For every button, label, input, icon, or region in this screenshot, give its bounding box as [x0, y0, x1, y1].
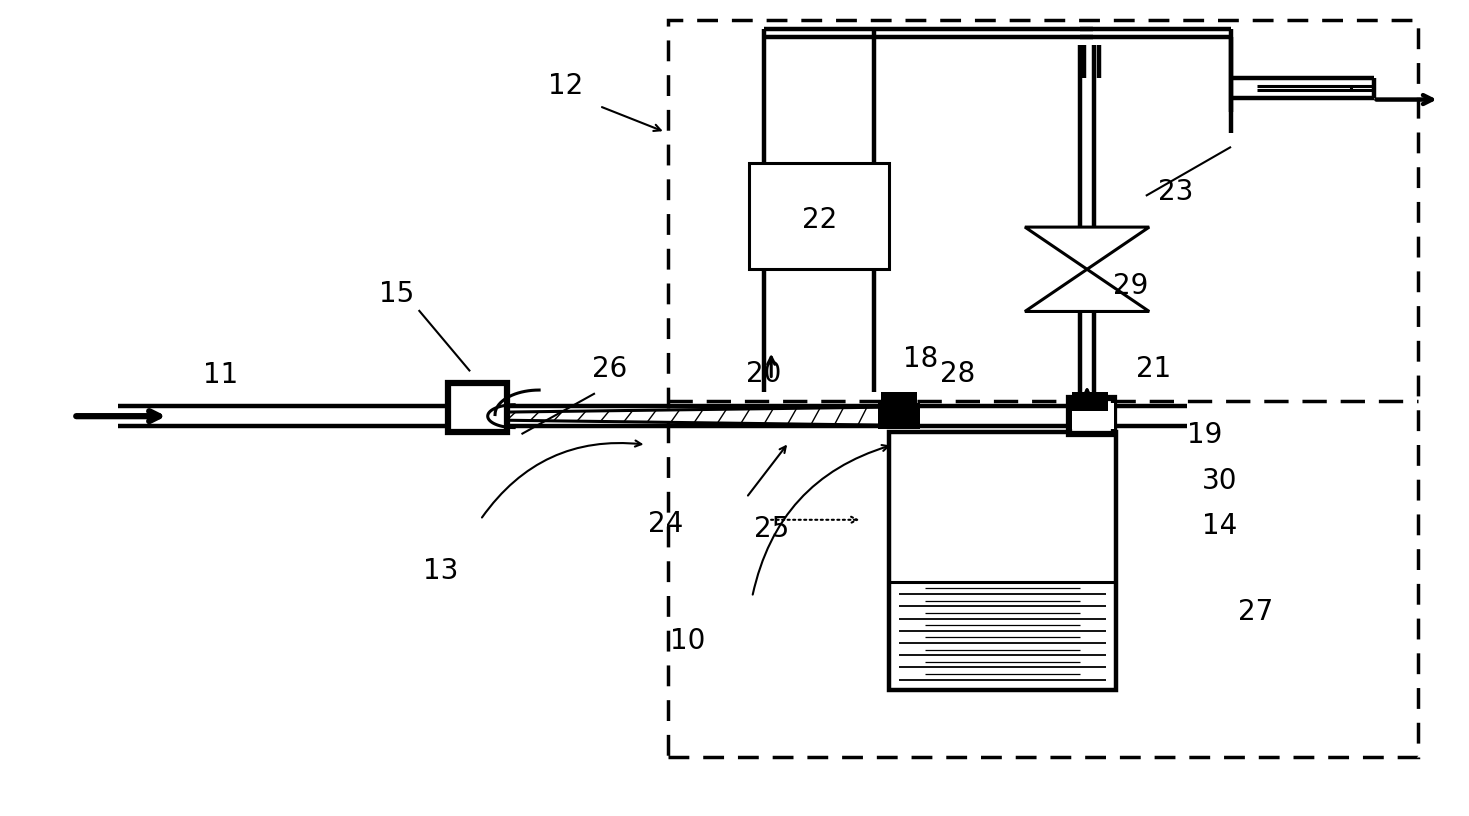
Text: 29: 29: [1114, 272, 1149, 299]
Bar: [749, 163, 889, 269]
Text: 12: 12: [548, 72, 583, 100]
Text: 19: 19: [1187, 421, 1222, 449]
Text: 15: 15: [379, 280, 414, 308]
Text: 30: 30: [1202, 468, 1237, 495]
Bar: [1069, 398, 1114, 434]
Text: 25: 25: [754, 515, 789, 543]
Text: 21: 21: [1136, 355, 1171, 383]
Text: 10: 10: [670, 627, 705, 654]
Text: 20: 20: [746, 360, 782, 388]
Text: 18: 18: [903, 345, 939, 373]
Text: 22: 22: [802, 206, 837, 234]
Text: 13: 13: [423, 557, 458, 585]
Text: 23: 23: [1158, 178, 1193, 206]
Polygon shape: [1025, 227, 1149, 269]
Bar: [1072, 403, 1114, 429]
Text: 14: 14: [1202, 512, 1237, 540]
Text: 27: 27: [1238, 598, 1274, 626]
Text: 24: 24: [648, 510, 683, 538]
Text: 26: 26: [592, 355, 627, 383]
Bar: [668, 20, 1418, 757]
Bar: [881, 392, 917, 411]
Bar: [1072, 392, 1108, 411]
Bar: [889, 432, 1116, 690]
Text: 28: 28: [940, 360, 975, 388]
Polygon shape: [1025, 269, 1149, 312]
Bar: [448, 383, 507, 432]
Text: 11: 11: [203, 361, 238, 389]
Bar: [878, 403, 920, 429]
